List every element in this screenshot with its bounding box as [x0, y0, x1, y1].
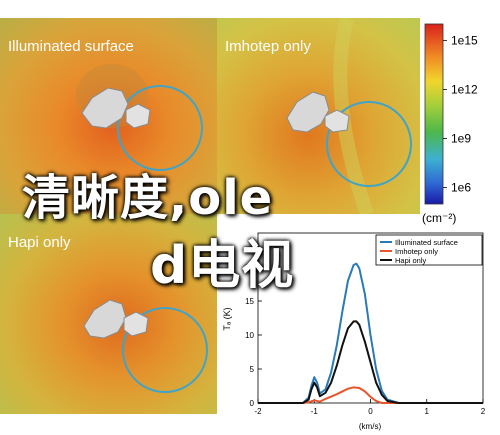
colorbar-label: (cm⁻²): [422, 211, 456, 225]
x-tick-label: 2: [481, 407, 486, 416]
x-tick-label: -1: [311, 407, 319, 416]
overlay-text-line-2: d电视: [150, 236, 295, 296]
heatmap-image: [0, 214, 217, 414]
panel-title: Hapi only: [8, 234, 71, 251]
footprint-circle: [122, 307, 208, 393]
legend-label: Imhotep only: [395, 247, 438, 256]
panel-hapi-only: Hapi only: [0, 214, 217, 414]
series-line-3: [258, 320, 483, 404]
series-line-1: [258, 262, 483, 404]
legend-label: Hapi only: [395, 256, 427, 265]
panel-title: Imhotep only: [225, 38, 311, 55]
y-tick-label: 10: [245, 331, 254, 340]
footprint-circle: [326, 101, 412, 187]
x-tick-label: 0: [368, 407, 373, 416]
panel-imhotep-only: Imhotep only: [217, 18, 420, 214]
x-tick-label: -2: [254, 407, 262, 416]
series-lines: [258, 262, 483, 404]
panel-illuminated-surface: Illuminated surface: [0, 18, 217, 214]
x-tick-label: 1: [425, 407, 430, 416]
x-axis-label: (km/s): [359, 422, 382, 431]
colorbar: 1e15 1e12 1e9 1e6 (cm⁻²): [422, 23, 478, 225]
series-line-2: [258, 386, 483, 404]
colorbar-gradient: [424, 23, 444, 205]
y-tick-label: 15: [245, 297, 254, 306]
heatmap-image: [0, 18, 217, 214]
colorbar-tick-label: 1e9: [451, 132, 471, 146]
y-tick-label: 20: [245, 263, 254, 272]
footprint-circle: [117, 85, 203, 171]
colorbar-tick-label: 1e15: [451, 33, 478, 47]
panel-title: Illuminated surface: [8, 38, 134, 55]
y-axis-label: Tₐ (K): [222, 307, 232, 330]
y-tick-label: 5: [250, 365, 255, 374]
legend-box: [375, 234, 483, 266]
comet-nucleus: [286, 91, 330, 133]
colorbar-tick-label: 1e12: [451, 82, 478, 96]
colorbar-ticks: 1e15 1e12 1e9 1e6: [443, 33, 478, 195]
y-tick-label: 0: [250, 399, 255, 408]
overlay-text-line-1: 清晰度,ole: [22, 170, 274, 226]
comet-nucleus: [81, 87, 129, 129]
colorbar-tick-label: 1e6: [451, 181, 471, 195]
heatmap-image: [217, 18, 420, 214]
legend-label: Illuminated surface: [395, 238, 458, 247]
